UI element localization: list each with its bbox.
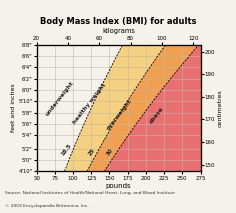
- Text: overweight: overweight: [105, 98, 133, 131]
- Text: © 2003 Encyclopaedia Britannica, Inc.: © 2003 Encyclopaedia Britannica, Inc.: [5, 204, 88, 208]
- Text: Source: National Institutes of Health/National Heart, Lung, and Blood Institute: Source: National Institutes of Health/Na…: [5, 191, 175, 195]
- Text: 18.5: 18.5: [60, 143, 73, 157]
- X-axis label: pounds: pounds: [106, 183, 131, 189]
- Text: obese: obese: [149, 106, 165, 124]
- Y-axis label: feet and inches: feet and inches: [11, 84, 16, 132]
- X-axis label: kilograms: kilograms: [102, 29, 135, 35]
- Text: 30: 30: [106, 148, 114, 157]
- Y-axis label: centimetres: centimetres: [218, 89, 223, 127]
- Text: underweight: underweight: [45, 81, 75, 117]
- Title: Body Mass Index (BMI) for adults: Body Mass Index (BMI) for adults: [40, 17, 197, 26]
- Text: 25: 25: [87, 148, 96, 157]
- Text: healthy weight: healthy weight: [72, 82, 106, 125]
